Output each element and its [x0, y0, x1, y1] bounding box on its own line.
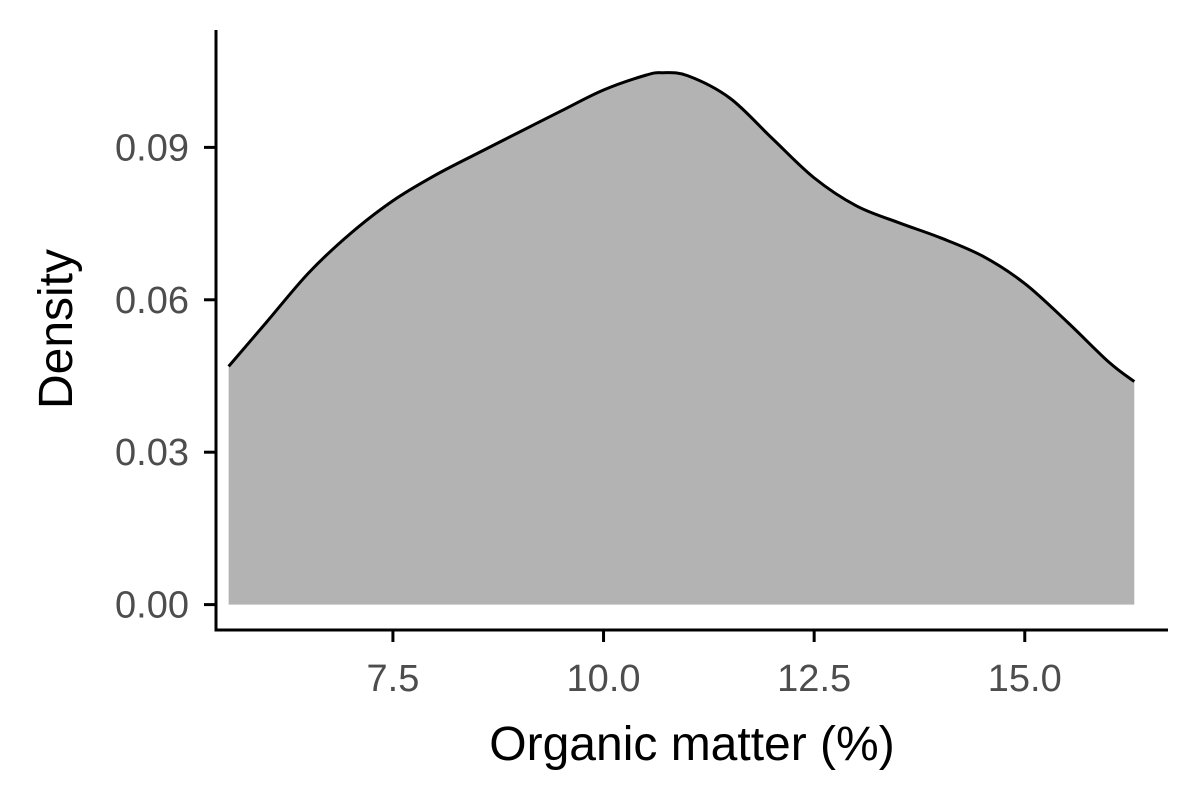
- plot-area: [227, 71, 1136, 605]
- y-tick-label: 0.03: [115, 432, 189, 474]
- y-tick-label: 0.00: [115, 585, 189, 627]
- density-curve: [227, 71, 1136, 383]
- x-tick-label: 15.0: [988, 658, 1062, 700]
- density-area: [228, 72, 1135, 605]
- x-axis-ticks: 7.5 10.0 12.5 15.0: [367, 630, 1062, 700]
- x-tick-label: 10.0: [567, 658, 641, 700]
- y-axis-title: Density: [30, 249, 83, 409]
- y-tick-label: 0.09: [115, 127, 189, 169]
- x-tick-label: 12.5: [777, 658, 851, 700]
- y-axis-ticks: 0.00 0.03 0.06 0.09: [115, 127, 216, 627]
- y-tick-label: 0.06: [115, 280, 189, 322]
- x-axis-title: Organic matter (%): [489, 718, 894, 771]
- x-tick-label: 7.5: [367, 658, 420, 700]
